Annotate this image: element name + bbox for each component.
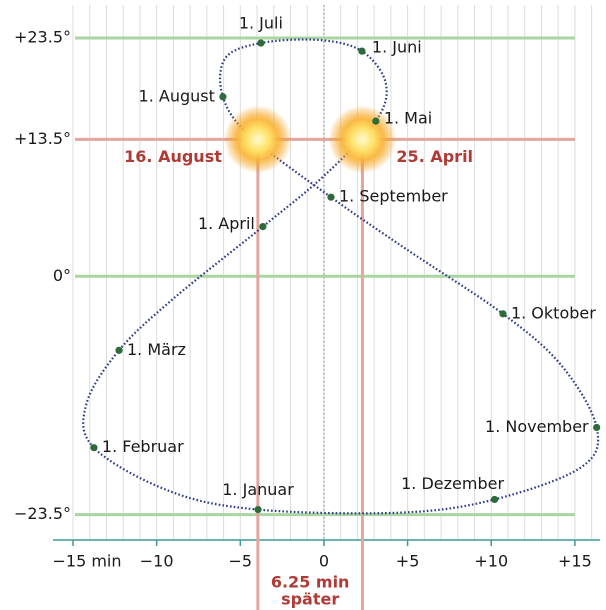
- date-point: [254, 506, 261, 513]
- highlight-label: 25. April: [396, 147, 473, 166]
- point-label: 1. Dezember: [401, 474, 504, 493]
- date-point: [372, 118, 379, 125]
- x-tick-label: +5: [396, 552, 420, 571]
- point-label: 1. Juli: [239, 14, 283, 33]
- page: {"chart_data": { "type": "line", "xlim":…: [0, 0, 606, 610]
- date-point: [499, 310, 506, 317]
- difference-label: später: [281, 590, 339, 609]
- y-tick-label: +23.5°: [14, 27, 71, 46]
- point-label: 1. August: [139, 86, 215, 105]
- date-point: [491, 496, 498, 503]
- point-label: 1. März: [127, 340, 186, 359]
- date-point: [593, 424, 600, 431]
- sun: [224, 105, 292, 173]
- x-tick-label: −10: [140, 552, 174, 571]
- point-label: 1. Mai: [384, 109, 432, 128]
- x-tick-label: −5: [229, 552, 253, 571]
- point-label: 1. Oktober: [511, 303, 596, 322]
- date-point: [219, 93, 226, 100]
- x-tick-label: −15 min: [52, 552, 121, 571]
- date-point: [257, 39, 264, 46]
- x-tick-label: 0: [319, 552, 329, 571]
- point-label: 1. Februar: [102, 437, 184, 456]
- date-point: [90, 444, 97, 451]
- date-point: [358, 48, 365, 55]
- x-tick-label: +10: [474, 552, 508, 571]
- x-tick-label: +15: [558, 552, 592, 571]
- point-label: 1. Januar: [222, 480, 294, 499]
- date-point: [259, 223, 266, 230]
- point-label: 1. April: [198, 214, 255, 233]
- y-tick-label: −23.5°: [14, 504, 71, 523]
- date-point: [115, 347, 122, 354]
- point-label: 1. November: [485, 417, 589, 436]
- y-tick-label: +13.5°: [14, 129, 71, 148]
- y-tick-label: 0°: [53, 266, 71, 285]
- chart: −15 min −10 −5 0 +5 +10 +15 +23.5° +13.5° 0° −23.5…: [0, 0, 606, 610]
- date-point: [327, 194, 334, 201]
- point-label: 1. Juni: [372, 38, 422, 57]
- highlight-label: 16. August: [124, 147, 222, 166]
- point-label: 1. September: [339, 187, 448, 206]
